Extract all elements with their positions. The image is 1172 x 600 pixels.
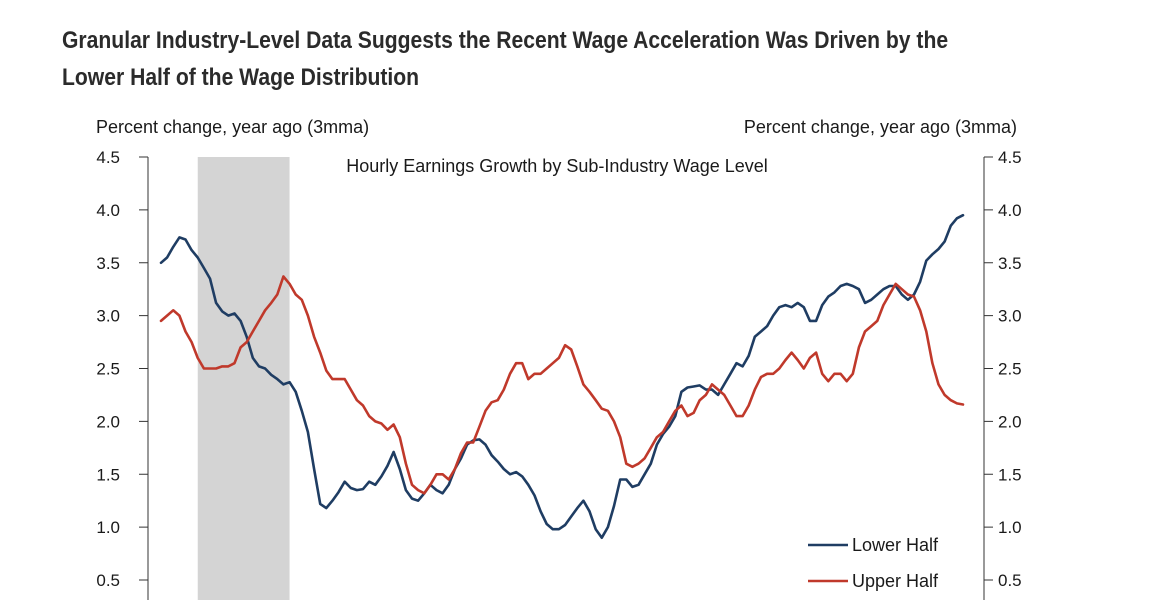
left-tick-label: 0.5 (96, 571, 120, 590)
left-tick-label: 2.5 (96, 360, 120, 379)
legend-label-lower-half: Lower Half (852, 535, 939, 555)
left-tick-label: 3.5 (96, 254, 120, 273)
right-tick-label: 4.5 (998, 148, 1022, 167)
right-tick-label: 1.5 (998, 465, 1022, 484)
left-axis-unit-label: Percent change, year ago (3mma) (96, 117, 369, 137)
left-tick-label: 2.0 (96, 412, 120, 431)
title-line-1: Granular Industry-Level Data Suggests th… (62, 27, 949, 54)
title-line-2: Lower Half of the Wage Distribution (62, 64, 420, 91)
left-tick-label: 3.0 (96, 307, 120, 326)
legend: Lower Half Upper Half (808, 535, 939, 591)
right-tick-label: 2.5 (998, 360, 1022, 379)
left-tick-label: 1.5 (96, 465, 120, 484)
right-tick-label: 4.0 (998, 201, 1022, 220)
plot-area: 0.5 0.5 1.0 1.0 1.5 1.5 2.0 2.0 2.5 2.5 3.0 3.0 3.5 3… (96, 148, 1022, 600)
right-tick-label: 3.5 (998, 254, 1022, 273)
left-tick-label: 4.5 (96, 148, 120, 167)
right-tick-label: 2.0 (998, 412, 1022, 431)
chart-page-title: Granular Industry-Level Data Suggests th… (62, 22, 1021, 96)
left-tick-label: 1.0 (96, 518, 120, 537)
right-tick-label: 3.0 (998, 307, 1022, 326)
right-tick-label: 0.5 (998, 571, 1022, 590)
legend-label-upper-half: Upper Half (852, 571, 939, 591)
right-tick-label: 1.0 (998, 518, 1022, 537)
series-line-upper-half (159, 275, 965, 495)
chart-subtitle: Hourly Earnings Growth by Sub-Industry W… (346, 156, 768, 176)
series-line-lower-half (159, 213, 965, 539)
left-tick-label: 4.0 (96, 201, 120, 220)
right-axis-unit-label: Percent change, year ago (3mma) (744, 117, 1017, 137)
